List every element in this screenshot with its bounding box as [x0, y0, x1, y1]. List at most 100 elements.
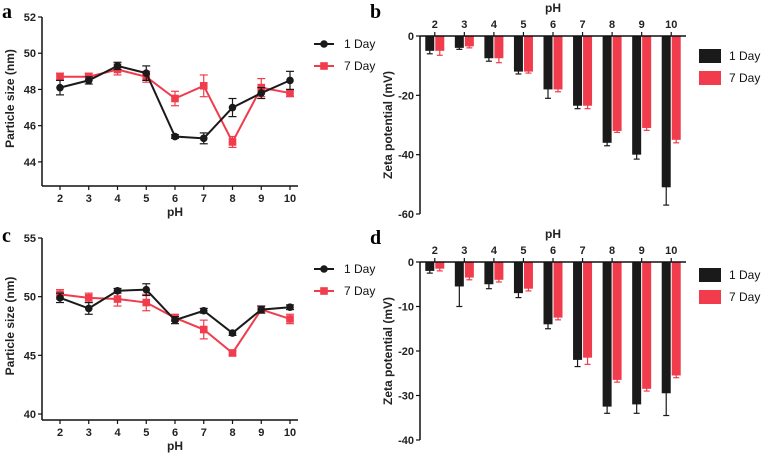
data-point [56, 294, 64, 302]
data-point [199, 306, 208, 315]
y-tick-label: 55 [24, 233, 36, 245]
bar-7day [464, 36, 474, 47]
bar-1day [454, 36, 464, 48]
bar-1day [573, 36, 583, 106]
bar-1day [513, 262, 523, 294]
y-tick-label: 48 [24, 84, 36, 96]
y-axis-label: Particle size (nm) [3, 277, 17, 376]
panel-label-a: a [2, 1, 12, 23]
data-point [286, 76, 294, 85]
bar-7day [494, 36, 504, 59]
y-tick-label: 44 [24, 157, 37, 169]
x-axis-label: pH [545, 1, 561, 15]
x-tick-label: 3 [461, 245, 467, 257]
data-point [228, 329, 237, 337]
x-tick-label: 3 [461, 19, 467, 31]
legend-label: 1 Day [729, 49, 760, 63]
data-point [171, 94, 179, 103]
bar-7day [464, 262, 474, 278]
bar-1day [573, 262, 583, 360]
y-tick-label: -30 [398, 391, 414, 403]
data-point [84, 76, 93, 85]
x-tick-label: 9 [258, 427, 264, 439]
legend-swatch [699, 290, 721, 304]
data-point [257, 89, 266, 97]
bar-7day [494, 262, 504, 280]
legend-label: 7 Day [729, 71, 760, 85]
bar-7day [553, 36, 563, 90]
bar-1day [602, 36, 612, 143]
x-tick-label: 4 [114, 193, 121, 205]
x-tick-label: 8 [609, 19, 615, 31]
bar-7day [523, 36, 533, 72]
x-tick-label: 8 [229, 193, 235, 205]
data-point [199, 82, 208, 90]
data-point [142, 69, 151, 77]
x-axis-label: pH [167, 205, 183, 219]
x-tick-label: 8 [229, 427, 235, 439]
legend-marker [320, 265, 328, 273]
y-tick-label: -20 [398, 346, 414, 358]
x-tick-label: 3 [86, 427, 92, 439]
series-line-1day [59, 288, 291, 335]
y-tick-label: -20 [398, 90, 414, 102]
data-point [113, 295, 122, 303]
data-point [113, 287, 122, 295]
x-tick-label: 10 [284, 427, 296, 439]
x-tick-label: 6 [550, 19, 556, 31]
x-tick-label: 10 [284, 193, 296, 205]
bar-1day [425, 262, 435, 271]
x-tick-label: 7 [201, 193, 207, 205]
data-point [171, 316, 179, 324]
x-tick-label: 6 [550, 245, 556, 257]
panel-label-d: d [370, 227, 381, 249]
x-tick-label: 5 [143, 193, 149, 205]
legend-label: 1 Day [344, 262, 375, 276]
data-point [56, 83, 64, 92]
legend-marker [320, 40, 328, 48]
y-tick-label: 50 [24, 292, 36, 304]
bar-1day [632, 36, 642, 155]
y-tick-label: -60 [398, 209, 414, 221]
data-point [84, 304, 93, 313]
legend-swatch [699, 268, 721, 282]
x-tick-label: 2 [57, 427, 63, 439]
data-point [286, 303, 294, 312]
x-tick-label: 6 [172, 193, 178, 205]
legend-swatch [699, 71, 721, 85]
bar-1day [513, 36, 523, 72]
x-tick-label: 4 [114, 427, 121, 439]
data-point [199, 325, 208, 334]
y-tick-label: 0 [408, 257, 414, 269]
x-tick-label: 8 [609, 245, 615, 257]
data-point [142, 298, 151, 307]
data-point [113, 62, 122, 70]
bar-7day [612, 36, 622, 131]
y-tick-label: 40 [24, 409, 36, 421]
data-point [228, 103, 237, 112]
bar-7day [435, 262, 445, 269]
legend-swatch [699, 49, 721, 63]
y-tick-label: -40 [398, 150, 414, 162]
x-tick-label: 7 [579, 245, 585, 257]
bar-1day [632, 262, 642, 405]
data-point [199, 134, 208, 143]
y-axis-label: Zeta potential (mV) [381, 71, 395, 179]
x-axis-label: pH [545, 227, 561, 241]
bar-7day [583, 36, 593, 106]
chart-d: 0 -10 -20 -30 -40 2 3 4 5 6 7 8 9 10 pH Zeta potential … [381, 227, 760, 447]
x-tick-label: 9 [639, 19, 645, 31]
x-tick-label: 9 [258, 193, 264, 205]
bar-1day [543, 36, 553, 90]
x-tick-label: 4 [491, 19, 498, 31]
legend-label: 1 Day [729, 268, 760, 282]
legend-label: 7 Day [344, 59, 375, 73]
bar-7day [642, 262, 652, 389]
panel-label-b: b [370, 1, 381, 23]
bar-1day [484, 262, 494, 285]
data-point [142, 285, 151, 294]
x-tick-label: 10 [665, 19, 677, 31]
bar-1day [661, 262, 671, 394]
